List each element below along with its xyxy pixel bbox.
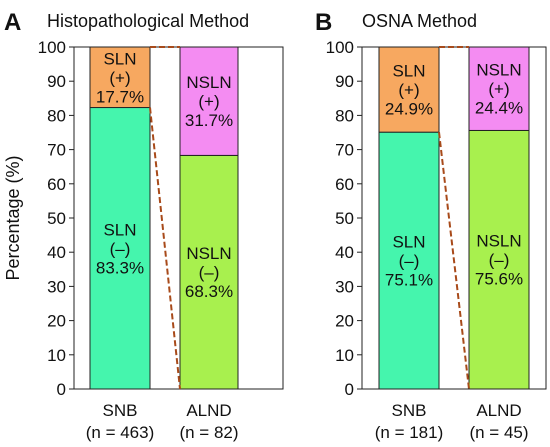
- panel-a-title: Histopathological Method: [47, 11, 249, 31]
- panel-a-letter: A: [4, 9, 21, 36]
- panel-b-ytick-label: 80: [335, 106, 354, 125]
- panel-b-label-snb-pos: (+): [398, 81, 419, 100]
- panel-a-label-alnd-pos: NSLN: [186, 73, 231, 92]
- panel-b-ytick-label: 30: [335, 277, 354, 296]
- panel-b-ytick-label: 10: [335, 346, 354, 365]
- panel-a-label-alnd-neg: (–): [199, 263, 220, 282]
- panel-b-label-snb-neg: SLN: [392, 233, 425, 252]
- panel-b-label-alnd-pos: (+): [488, 80, 509, 99]
- panel-a-bar-snb-neg: [89, 107, 151, 390]
- panel-b-title: OSNA Method: [362, 11, 477, 31]
- panel-a-label-alnd-pos: 31.7%: [185, 111, 233, 130]
- panel-a-ytick-label: 30: [47, 277, 66, 296]
- panel-b-category-n-snb: (n = 181): [375, 423, 444, 442]
- panel-a-ytick-label: 40: [47, 243, 66, 262]
- panel-b-letter: B: [315, 9, 332, 36]
- panel-a-label-alnd-neg: 68.3%: [185, 282, 233, 301]
- panel-b-ytick-label: 100: [326, 38, 354, 57]
- panel-b-label-snb-pos: SLN: [392, 62, 425, 81]
- panel-b-label-alnd-neg: NSLN: [476, 232, 521, 251]
- panel-b-label-snb-neg: (–): [399, 252, 420, 271]
- panel-b-label-alnd-pos: 24.4%: [475, 99, 523, 118]
- panel-a-label-snb-pos: (+): [109, 68, 130, 87]
- panel-a-category-alnd: ALND: [186, 401, 231, 420]
- panel-b-ytick-label: 50: [335, 209, 354, 228]
- panel-b-bar-alnd-pos: [468, 46, 530, 131]
- panel-b-label-alnd-pos: NSLN: [476, 61, 521, 80]
- panel-a-ytick-label: 50: [47, 209, 66, 228]
- panel-a-bar-alnd-neg: [179, 154, 239, 390]
- panel-a-ytick-label: 60: [47, 175, 66, 194]
- panel-b-ytick-label: 20: [335, 312, 354, 331]
- panel-b-bar-snb-pos: [378, 46, 440, 133]
- panel-a-category-snb: SNB: [103, 401, 138, 420]
- panel-a-label-snb-pos: 17.7%: [96, 87, 144, 106]
- panel-a-bar-snb-pos: [89, 46, 151, 109]
- panel-a-ytick-label: 90: [47, 72, 66, 91]
- panel-a-label-snb-neg: (–): [110, 239, 131, 258]
- panel-b-ytick-label: 90: [335, 72, 354, 91]
- panel-a-category-n-alnd: (n = 82): [179, 423, 238, 442]
- panel-a-ytick-label: 70: [47, 141, 66, 160]
- panel-b-label-alnd-neg: (–): [489, 251, 510, 270]
- panel-a-label-alnd-pos: (+): [198, 92, 219, 111]
- panel-a-ytick-label: 80: [47, 106, 66, 125]
- panel-a-ytick-label: 100: [38, 38, 66, 57]
- panel-a-bar-alnd-pos: [179, 46, 239, 156]
- panel-b-category-snb: SNB: [392, 401, 427, 420]
- panel-b-connector-lower: [438, 132, 470, 390]
- panel-b-label-snb-pos: 24.9%: [385, 100, 433, 119]
- panel-b-bar-snb-neg: [378, 131, 440, 390]
- panel-a-label-snb-pos: SLN: [103, 49, 136, 68]
- panel-a-category-n-snb: (n = 463): [86, 423, 155, 442]
- panel-a-ytick-label: 0: [57, 380, 66, 399]
- panel-b-ytick-label: 0: [345, 380, 354, 399]
- panel-b-ytick-label: 60: [335, 175, 354, 194]
- panel-a-ytick-label: 10: [47, 346, 66, 365]
- panel-b-label-alnd-neg: 75.6%: [475, 270, 523, 289]
- panel-b-bar-alnd-neg: [468, 129, 530, 390]
- panel-a-label-snb-neg: SLN: [103, 220, 136, 239]
- panel-b-category-n-alnd: (n = 45): [469, 423, 528, 442]
- panel-b-ytick-label: 40: [335, 243, 354, 262]
- panel-b-category-alnd: ALND: [476, 401, 521, 420]
- y-axis-label: Percentage (%): [3, 155, 23, 280]
- panel-a-connector-lower: [149, 107, 181, 390]
- panel-b-ytick-label: 70: [335, 141, 354, 160]
- panel-a-ytick-label: 20: [47, 312, 66, 331]
- panel-a-label-snb-neg: 83.3%: [96, 258, 144, 277]
- panel-b-label-snb-neg: 75.1%: [385, 271, 433, 290]
- panel-a-label-alnd-neg: NSLN: [186, 244, 231, 263]
